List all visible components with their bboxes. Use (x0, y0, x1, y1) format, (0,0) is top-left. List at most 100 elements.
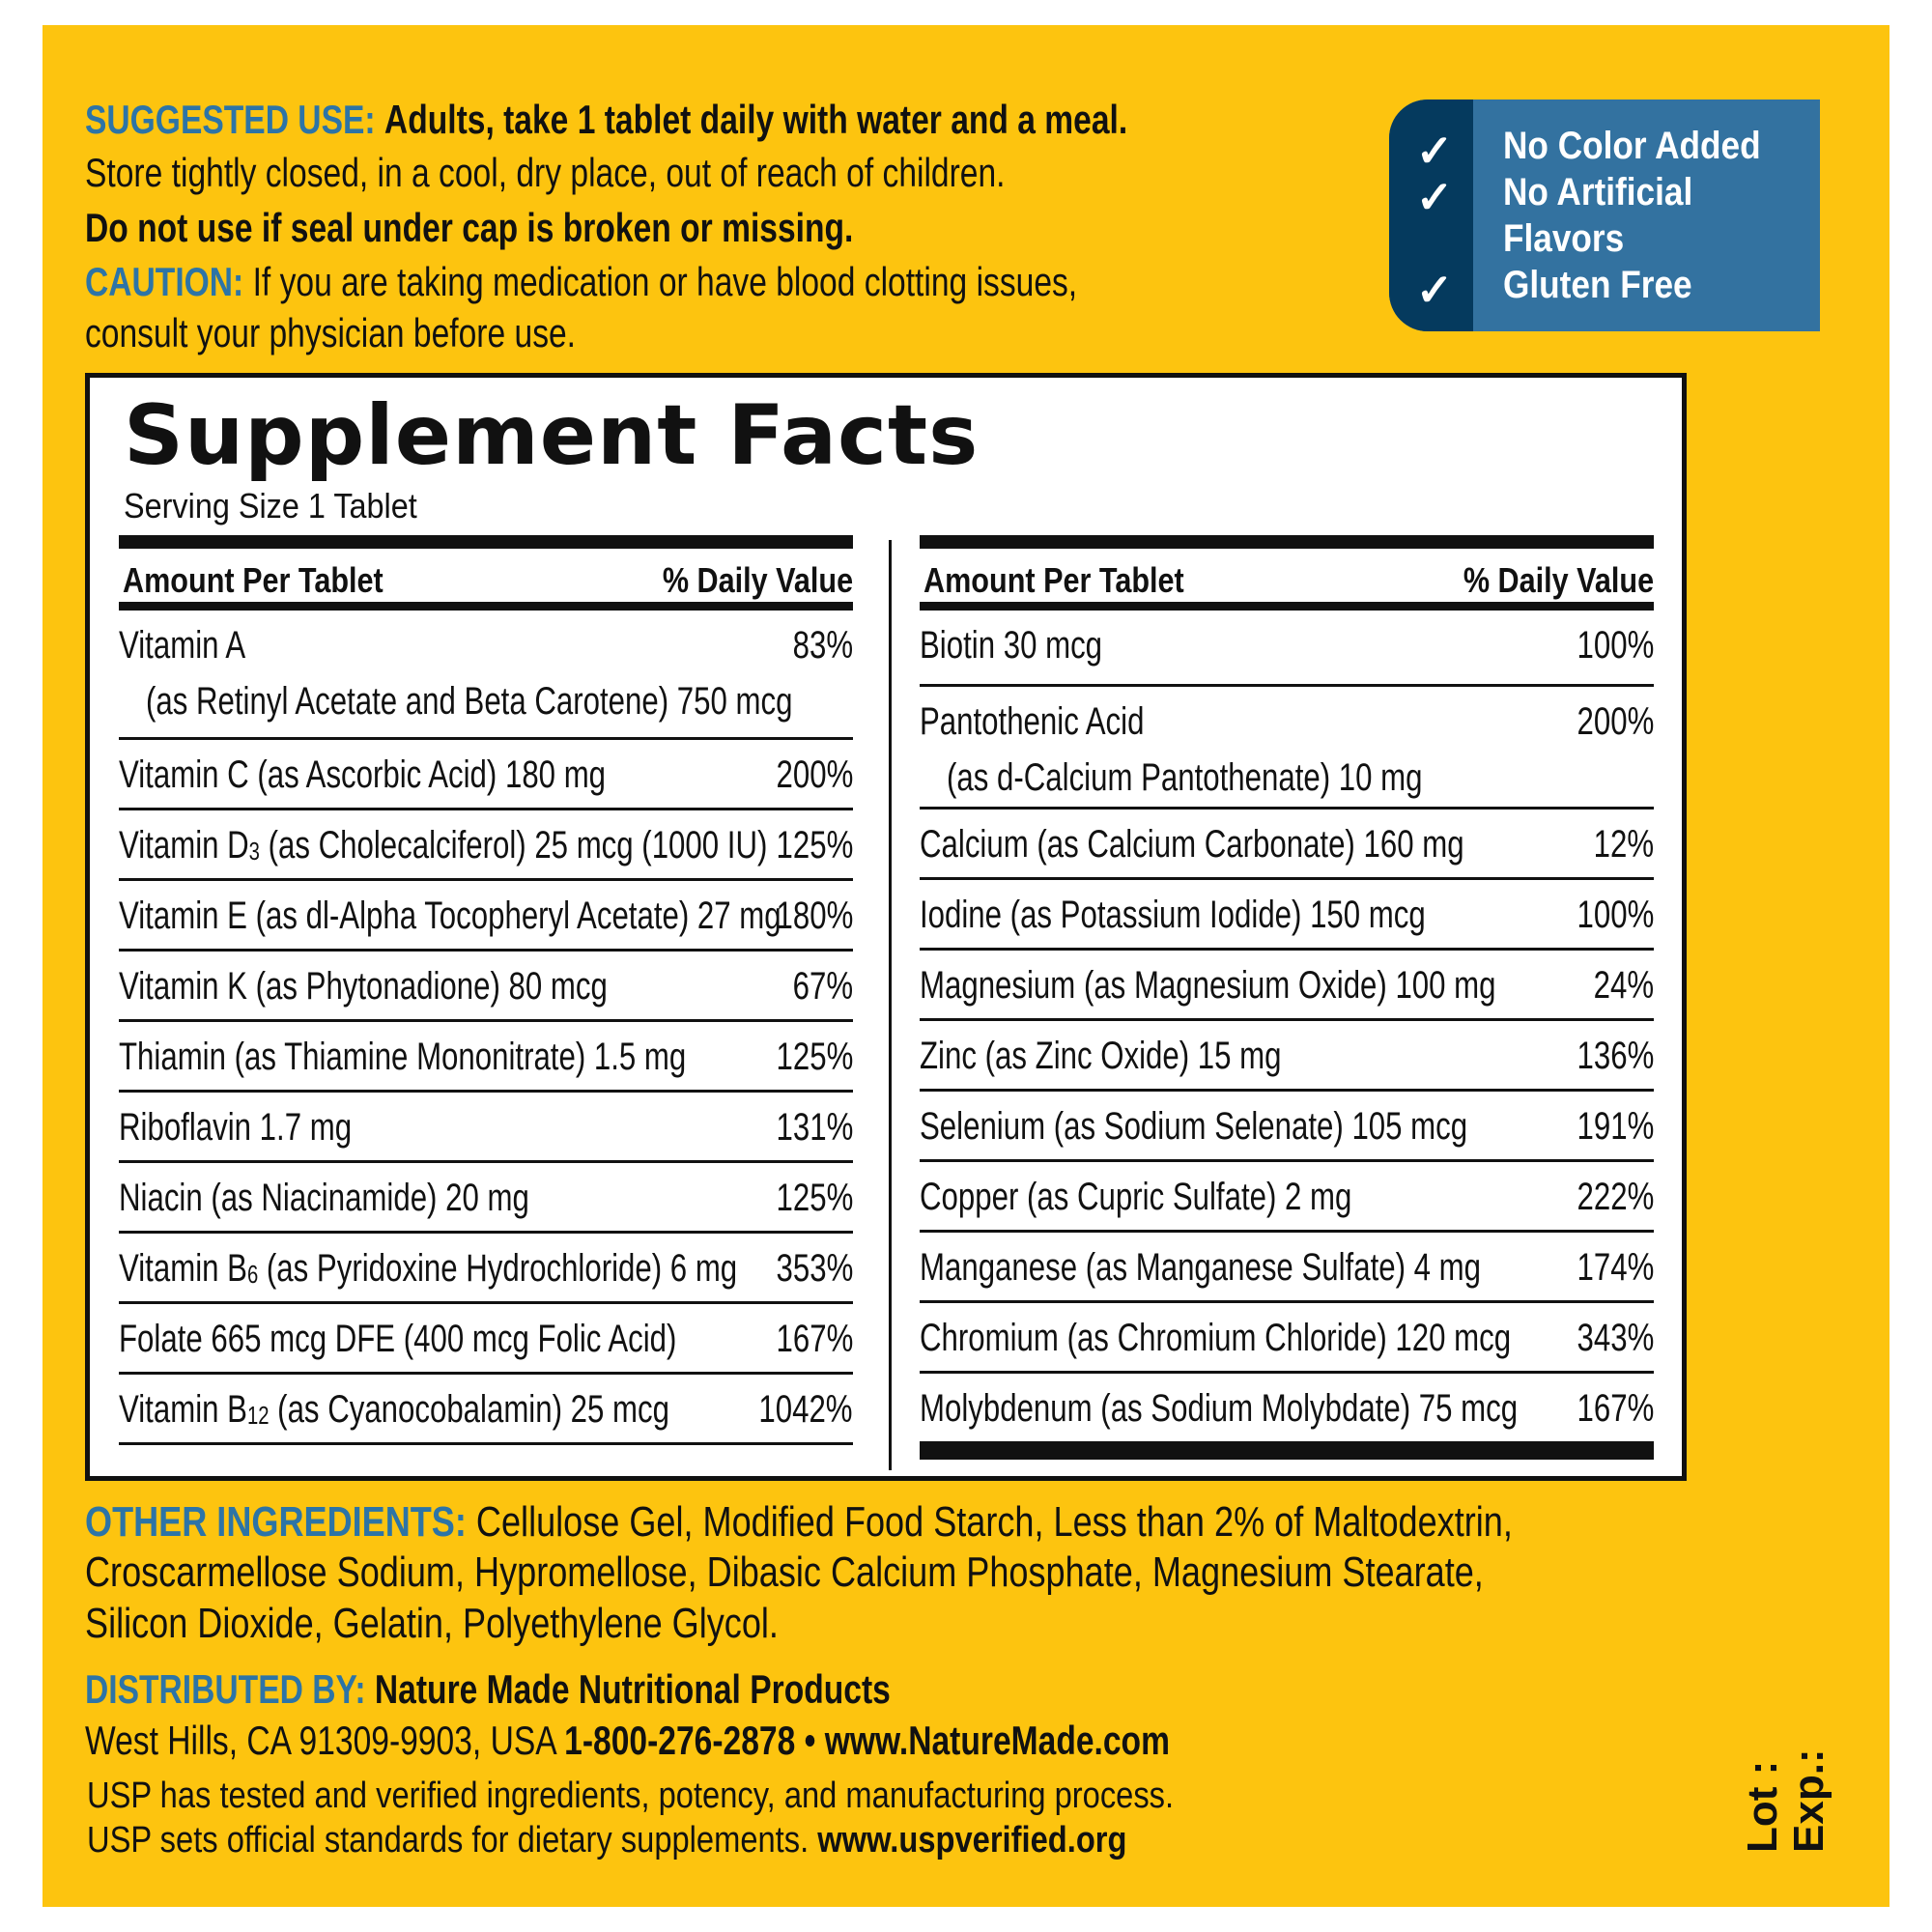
nutrient-name: Zinc (as Zinc Oxide) 15 mg (920, 1035, 1282, 1078)
nutrient-row: Manganese (as Manganese Sulfate) 4 mg 174… (920, 1233, 1654, 1303)
thick-rule (920, 535, 1654, 549)
storage-text: Store tightly closed, in a cool, dry pla… (85, 150, 1006, 195)
caution-text: If you are taking medication or have blo… (252, 259, 1078, 304)
nutrient-detail: (as Sodium Selenate) 105 mcg (1045, 1105, 1468, 1148)
claim-item: Gluten Free (1503, 264, 1692, 306)
nutrient-row: Vitamin K (as Phytonadione) 80 mcg 67% (119, 952, 853, 1022)
nutrient-detail: (as Cupric Sulfate) 2 mg (1018, 1176, 1352, 1218)
nutrient-name: Pantothenic Acid (920, 700, 1144, 744)
nutrient-name: Copper (as Cupric Sulfate) 2 mg (920, 1176, 1351, 1219)
nutrient-label: Vitamin B (119, 1247, 247, 1290)
nutrient-name: Biotin 30 mcg (920, 624, 1102, 668)
nutrient-label: Vitamin B (119, 1388, 247, 1431)
thick-rule (920, 1444, 1654, 1460)
nutrient-label: Riboflavin (119, 1106, 252, 1149)
nutrient-label: Magnesium (920, 964, 1076, 1007)
usp-link[interactable]: www.uspverified.org (817, 1820, 1127, 1861)
nutrient-label: Zinc (920, 1035, 977, 1077)
caution-label: CAUTION: (85, 259, 244, 304)
nutrient-name: Niacin (as Niacinamide) 20 mg (119, 1177, 529, 1220)
nutrient-label: Molybdenum (920, 1387, 1093, 1430)
daily-value: 100% (1577, 894, 1654, 936)
nutrient-detail: (as Cyanocobalamin) 25 mcg (269, 1388, 669, 1431)
nutrient-detail: (as Manganese Sulfate) 4 mg (1077, 1246, 1482, 1289)
website-link[interactable]: www.NatureMade.com (824, 1718, 1170, 1763)
nutrient-row: Riboflavin 1.7 mg 131% (119, 1093, 853, 1163)
nutrient-row: Thiamin (as Thiamine Mononitrate) 1.5 mg… (119, 1022, 853, 1093)
nutrient-detail: (as Sodium Molybdate) 75 mcg (1092, 1387, 1519, 1430)
seal-warning: Do not use if seal under cap is broken o… (85, 205, 854, 250)
nutrient-label: Vitamin C (119, 753, 249, 796)
thick-rule (119, 535, 853, 549)
nutrient-label: Copper (920, 1176, 1019, 1218)
check-icon: ✓ (1415, 172, 1454, 222)
daily-value: 191% (1577, 1105, 1654, 1148)
nutrient-source: (as d-Calcium Pantothenate) 10 mg (947, 756, 1423, 799)
nutrient-detail: (as Chromium Chloride) 120 mcg (1058, 1317, 1512, 1359)
facts-title: Supplement Facts (124, 387, 980, 484)
daily-value: 83% (792, 624, 853, 667)
header-dv: % Daily Value (1463, 560, 1654, 600)
daily-value: 174% (1577, 1246, 1654, 1289)
daily-value: 125% (776, 824, 853, 867)
nutrient-row: Vitamin E (as dl-Alpha Tocopheryl Acetat… (119, 881, 853, 952)
nutrient-detail: (as Thiamine Mononitrate) 1.5 mg (225, 1036, 687, 1078)
nutrient-name: Molybdenum (as Sodium Molybdate) 75 mcg (920, 1387, 1518, 1431)
nutrient-name: Selenium (as Sodium Selenate) 105 mcg (920, 1105, 1467, 1149)
nutrient-detail: (as Cholecalciferol) 25 mcg (1000 IU) (259, 824, 768, 867)
nutrient-detail: 30 mcg (995, 624, 1103, 667)
nutrient-label: Biotin (920, 624, 996, 667)
serving-size: Serving Size 1 Tablet (124, 486, 417, 526)
header-dv: % Daily Value (662, 560, 853, 600)
nutrient-row: Zinc (as Zinc Oxide) 15 mg 136% (920, 1021, 1654, 1092)
suggested-use: SUGGESTED USE: Adults, take 1 tablet dai… (85, 93, 1127, 147)
nutrient-row: Copper (as Cupric Sulfate) 2 mg 222% (920, 1162, 1654, 1233)
nutrient-row: Molybdenum (as Sodium Molybdate) 75 mcg 1… (920, 1374, 1654, 1444)
claim-item: Flavors (1503, 217, 1625, 260)
nutrient-label: Selenium (920, 1105, 1046, 1148)
nutrient-name: Vitamin C (as Ascorbic Acid) 180 mg (119, 753, 606, 797)
daily-value: 343% (1577, 1317, 1654, 1359)
daily-value: 353% (776, 1247, 853, 1290)
nutrient-detail: (as Phytonadione) 80 mcg (246, 965, 608, 1008)
nutrient-label: Calcium (920, 823, 1029, 866)
nutrient-detail: (as Potassium Iodide) 150 mcg (1002, 894, 1426, 936)
daily-value: 222% (1577, 1176, 1654, 1218)
other-ingredients-text: Cellulose Gel, Modified Food Starch, Les… (475, 1498, 1513, 1546)
claims-badge: ✓ No Color Added ✓ No Artificial Flavors ✓… (1389, 99, 1820, 331)
nutrient-detail: (as Zinc Oxide) 15 mg (976, 1035, 1282, 1077)
lot-label: Lot : (1739, 1760, 1786, 1853)
caution: CAUTION: If you are taking medication or… (85, 255, 1077, 309)
header-amount: Amount Per Tablet (923, 560, 1184, 600)
nutrient-name: Vitamin D3 (as Cholecalciferol) 25 mcg (… (119, 824, 767, 867)
daily-value: 180% (776, 895, 853, 937)
nutrient-row: Iodine (as Potassium Iodide) 150 mcg 100% (920, 880, 1654, 951)
daily-value: 67% (792, 965, 853, 1008)
daily-value: 1042% (758, 1388, 853, 1431)
nutrient-label: Folate (119, 1318, 203, 1360)
claim-item: No Artificial (1503, 171, 1693, 213)
check-icon: ✓ (1415, 265, 1454, 315)
column-header: Amount Per Tablet % Daily Value (920, 549, 1654, 611)
nutrient-source: (as Retinyl Acetate and Beta Carotene) 7… (146, 680, 793, 723)
nutrient-name: Magnesium (as Magnesium Oxide) 100 mg (920, 964, 1496, 1008)
other-ingredients: OTHER INGREDIENTS: Cellulose Gel, Modifi… (85, 1497, 1513, 1548)
column-divider (889, 540, 892, 1470)
nutrient-label: Manganese (920, 1246, 1078, 1289)
distributed-label: DISTRIBUTED BY: (85, 1666, 366, 1712)
nutrient-detail: (as Calcium Carbonate) 160 mg (1028, 823, 1464, 866)
daily-value: 100% (1577, 624, 1654, 667)
nutrient-name: Vitamin E (as dl-Alpha Tocopheryl Acetat… (119, 895, 781, 938)
nutrient-detail: (as dl-Alpha Tocopheryl Acetate) 27 mg (246, 895, 781, 937)
column-header: Amount Per Tablet % Daily Value (119, 549, 853, 611)
nutrient-name: Thiamin (as Thiamine Mononitrate) 1.5 mg (119, 1036, 686, 1079)
daily-value: 131% (776, 1106, 853, 1149)
nutrient-label: Pantothenic Acid (920, 700, 1145, 743)
daily-value: 167% (1577, 1387, 1654, 1430)
nutrient-name: Chromium (as Chromium Chloride) 120 mcg (920, 1317, 1511, 1360)
daily-value: 200% (1577, 700, 1654, 743)
nutrient-label: Iodine (920, 894, 1003, 936)
nutrient-name: Vitamin B6 (as Pyridoxine Hydrochloride)… (119, 1247, 737, 1291)
other-ingredients-line2: Croscarmellose Sodium, Hypromellose, Dib… (85, 1548, 1484, 1596)
nutrient-row: Vitamin D3 (as Cholecalciferol) 25 mcg (… (119, 810, 853, 881)
